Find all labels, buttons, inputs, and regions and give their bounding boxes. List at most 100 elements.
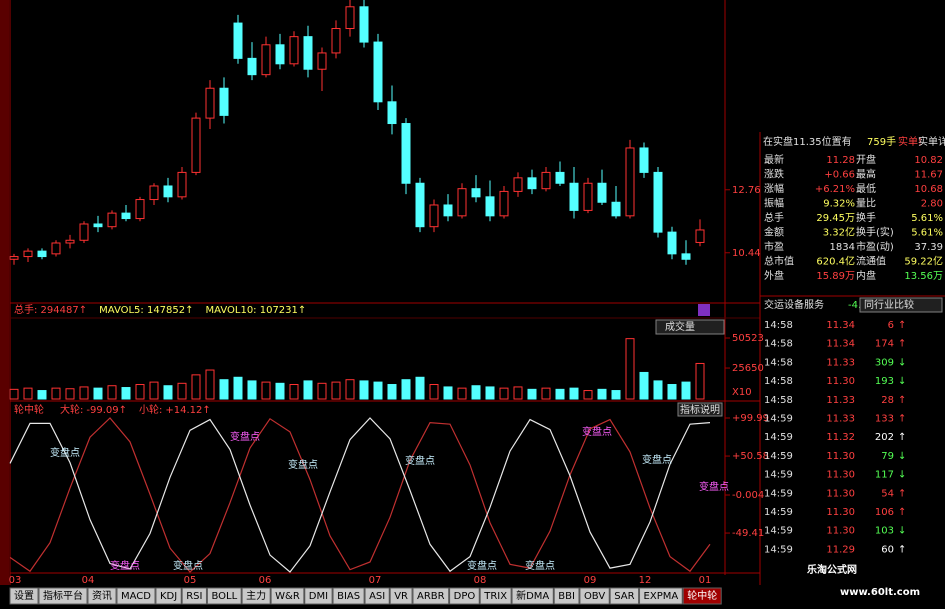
volume-bar	[639, 371, 649, 400]
tab-label[interactable]: RSI	[186, 591, 202, 602]
volume-bar	[401, 379, 411, 400]
quote-label: 总市值	[764, 255, 794, 268]
tab-label[interactable]: ASI	[369, 591, 385, 602]
tab[interactable]	[181, 587, 207, 605]
quote-value: 11.67	[914, 170, 943, 181]
candle-body	[275, 44, 285, 65]
volume-unit: X10	[732, 387, 752, 398]
tab[interactable]	[639, 587, 683, 605]
tab-label[interactable]: DPO	[454, 591, 476, 602]
candle-body	[653, 171, 663, 233]
tab[interactable]	[87, 587, 117, 605]
tab[interactable]	[9, 587, 39, 605]
tab-label[interactable]: VR	[394, 591, 408, 602]
volume-bar	[485, 386, 495, 400]
annotation: 变盘点	[582, 425, 612, 438]
tab[interactable]	[155, 587, 182, 605]
trade-price: 11.30	[826, 526, 855, 537]
trade-price: 11.30	[826, 507, 855, 518]
compare-label[interactable]: 同行业比较	[864, 298, 914, 311]
trade-time: 14:58	[764, 339, 793, 350]
trade-time: 14:58	[764, 320, 793, 331]
tab-label[interactable]: W&R	[275, 591, 300, 602]
tab[interactable]	[206, 587, 242, 605]
tab-label[interactable]: BIAS	[337, 591, 360, 602]
tab-label[interactable]: 轮中轮	[687, 589, 717, 602]
tab[interactable]	[449, 587, 480, 605]
tab-label[interactable]: TRIX	[483, 591, 507, 602]
tab[interactable]	[412, 587, 450, 605]
indicator-button-label[interactable]: 指标说明	[680, 403, 720, 416]
volume-bar	[331, 381, 341, 400]
tab-label[interactable]: 资讯	[92, 590, 112, 602]
tab[interactable]	[682, 587, 722, 605]
wave-line	[9, 417, 711, 573]
left-strip	[0, 0, 9, 585]
tab[interactable]	[579, 587, 610, 605]
tab[interactable]	[389, 587, 413, 605]
trade-time: 14:58	[764, 395, 793, 406]
tab-label[interactable]: MACD	[121, 591, 151, 602]
tab[interactable]	[609, 587, 640, 605]
trade-arrow: ↓	[898, 451, 906, 462]
quote-label: 外盘	[764, 269, 784, 282]
wave-line	[9, 417, 711, 573]
volume-bar	[499, 387, 509, 400]
tab-label[interactable]: OBV	[584, 591, 605, 602]
notice: 实单详细	[918, 135, 945, 148]
candle-body	[569, 182, 579, 211]
tab-label[interactable]: BBI	[558, 591, 575, 602]
volume-bar	[415, 376, 425, 400]
tab[interactable]	[270, 587, 305, 605]
volume-bar	[65, 388, 75, 400]
candle-body	[65, 239, 75, 244]
indicator-button[interactable]	[677, 402, 723, 417]
badge	[698, 304, 710, 316]
tab[interactable]	[364, 587, 390, 605]
tab-label[interactable]: DMI	[309, 591, 328, 602]
tab[interactable]	[332, 587, 365, 605]
x-tick-label: 08	[474, 575, 487, 586]
quote-value: 11.28	[826, 155, 855, 166]
tab-label[interactable]: 主力	[246, 589, 266, 602]
tab-label[interactable]: ARBR	[417, 591, 445, 602]
volume-button-label[interactable]: 成交量	[665, 320, 695, 333]
tab-label[interactable]: 新DMA	[516, 589, 549, 602]
trade-arrow: ↓	[898, 357, 906, 368]
compare-button[interactable]	[859, 297, 943, 313]
legend-name: 小轮:	[139, 403, 162, 416]
candle-body	[625, 147, 635, 217]
quote-value: 2.80	[921, 199, 943, 210]
tab-label[interactable]: BOLL	[211, 591, 237, 602]
candle-body	[471, 188, 481, 198]
tab[interactable]	[304, 587, 333, 605]
candle-body	[261, 44, 271, 76]
volume-bar	[653, 380, 663, 400]
annotation: 变盘点	[173, 559, 203, 572]
volume-bar	[541, 387, 551, 400]
trade-arrow: ↓	[898, 376, 906, 387]
tab-label[interactable]: 设置	[14, 590, 34, 602]
tab[interactable]	[241, 587, 271, 605]
tab-label[interactable]: 指标平台	[43, 589, 83, 602]
trade-price: 11.33	[826, 395, 855, 406]
annotation: 变盘点	[642, 453, 672, 466]
x-tick-label: 05	[184, 575, 197, 586]
trade-volume: 54	[881, 488, 894, 499]
tab[interactable]	[553, 587, 580, 605]
tab-label[interactable]: KDJ	[160, 591, 177, 602]
tab-label[interactable]: EXPMA	[644, 591, 679, 602]
volume-button[interactable]	[655, 319, 725, 335]
quote-label: 换手	[856, 211, 876, 224]
tab[interactable]	[511, 587, 554, 605]
tab[interactable]	[38, 587, 88, 605]
quote-label: 换手(实)	[856, 226, 894, 239]
tab-label[interactable]: SAR	[614, 591, 634, 602]
tab[interactable]	[116, 587, 156, 605]
volume-bar	[121, 387, 131, 400]
trade-arrow: ↑	[898, 432, 906, 443]
x-tick-label: 09	[584, 575, 597, 586]
volume-bar	[233, 376, 243, 400]
tab[interactable]	[479, 587, 512, 605]
quote-value: 620.4亿	[816, 255, 855, 268]
